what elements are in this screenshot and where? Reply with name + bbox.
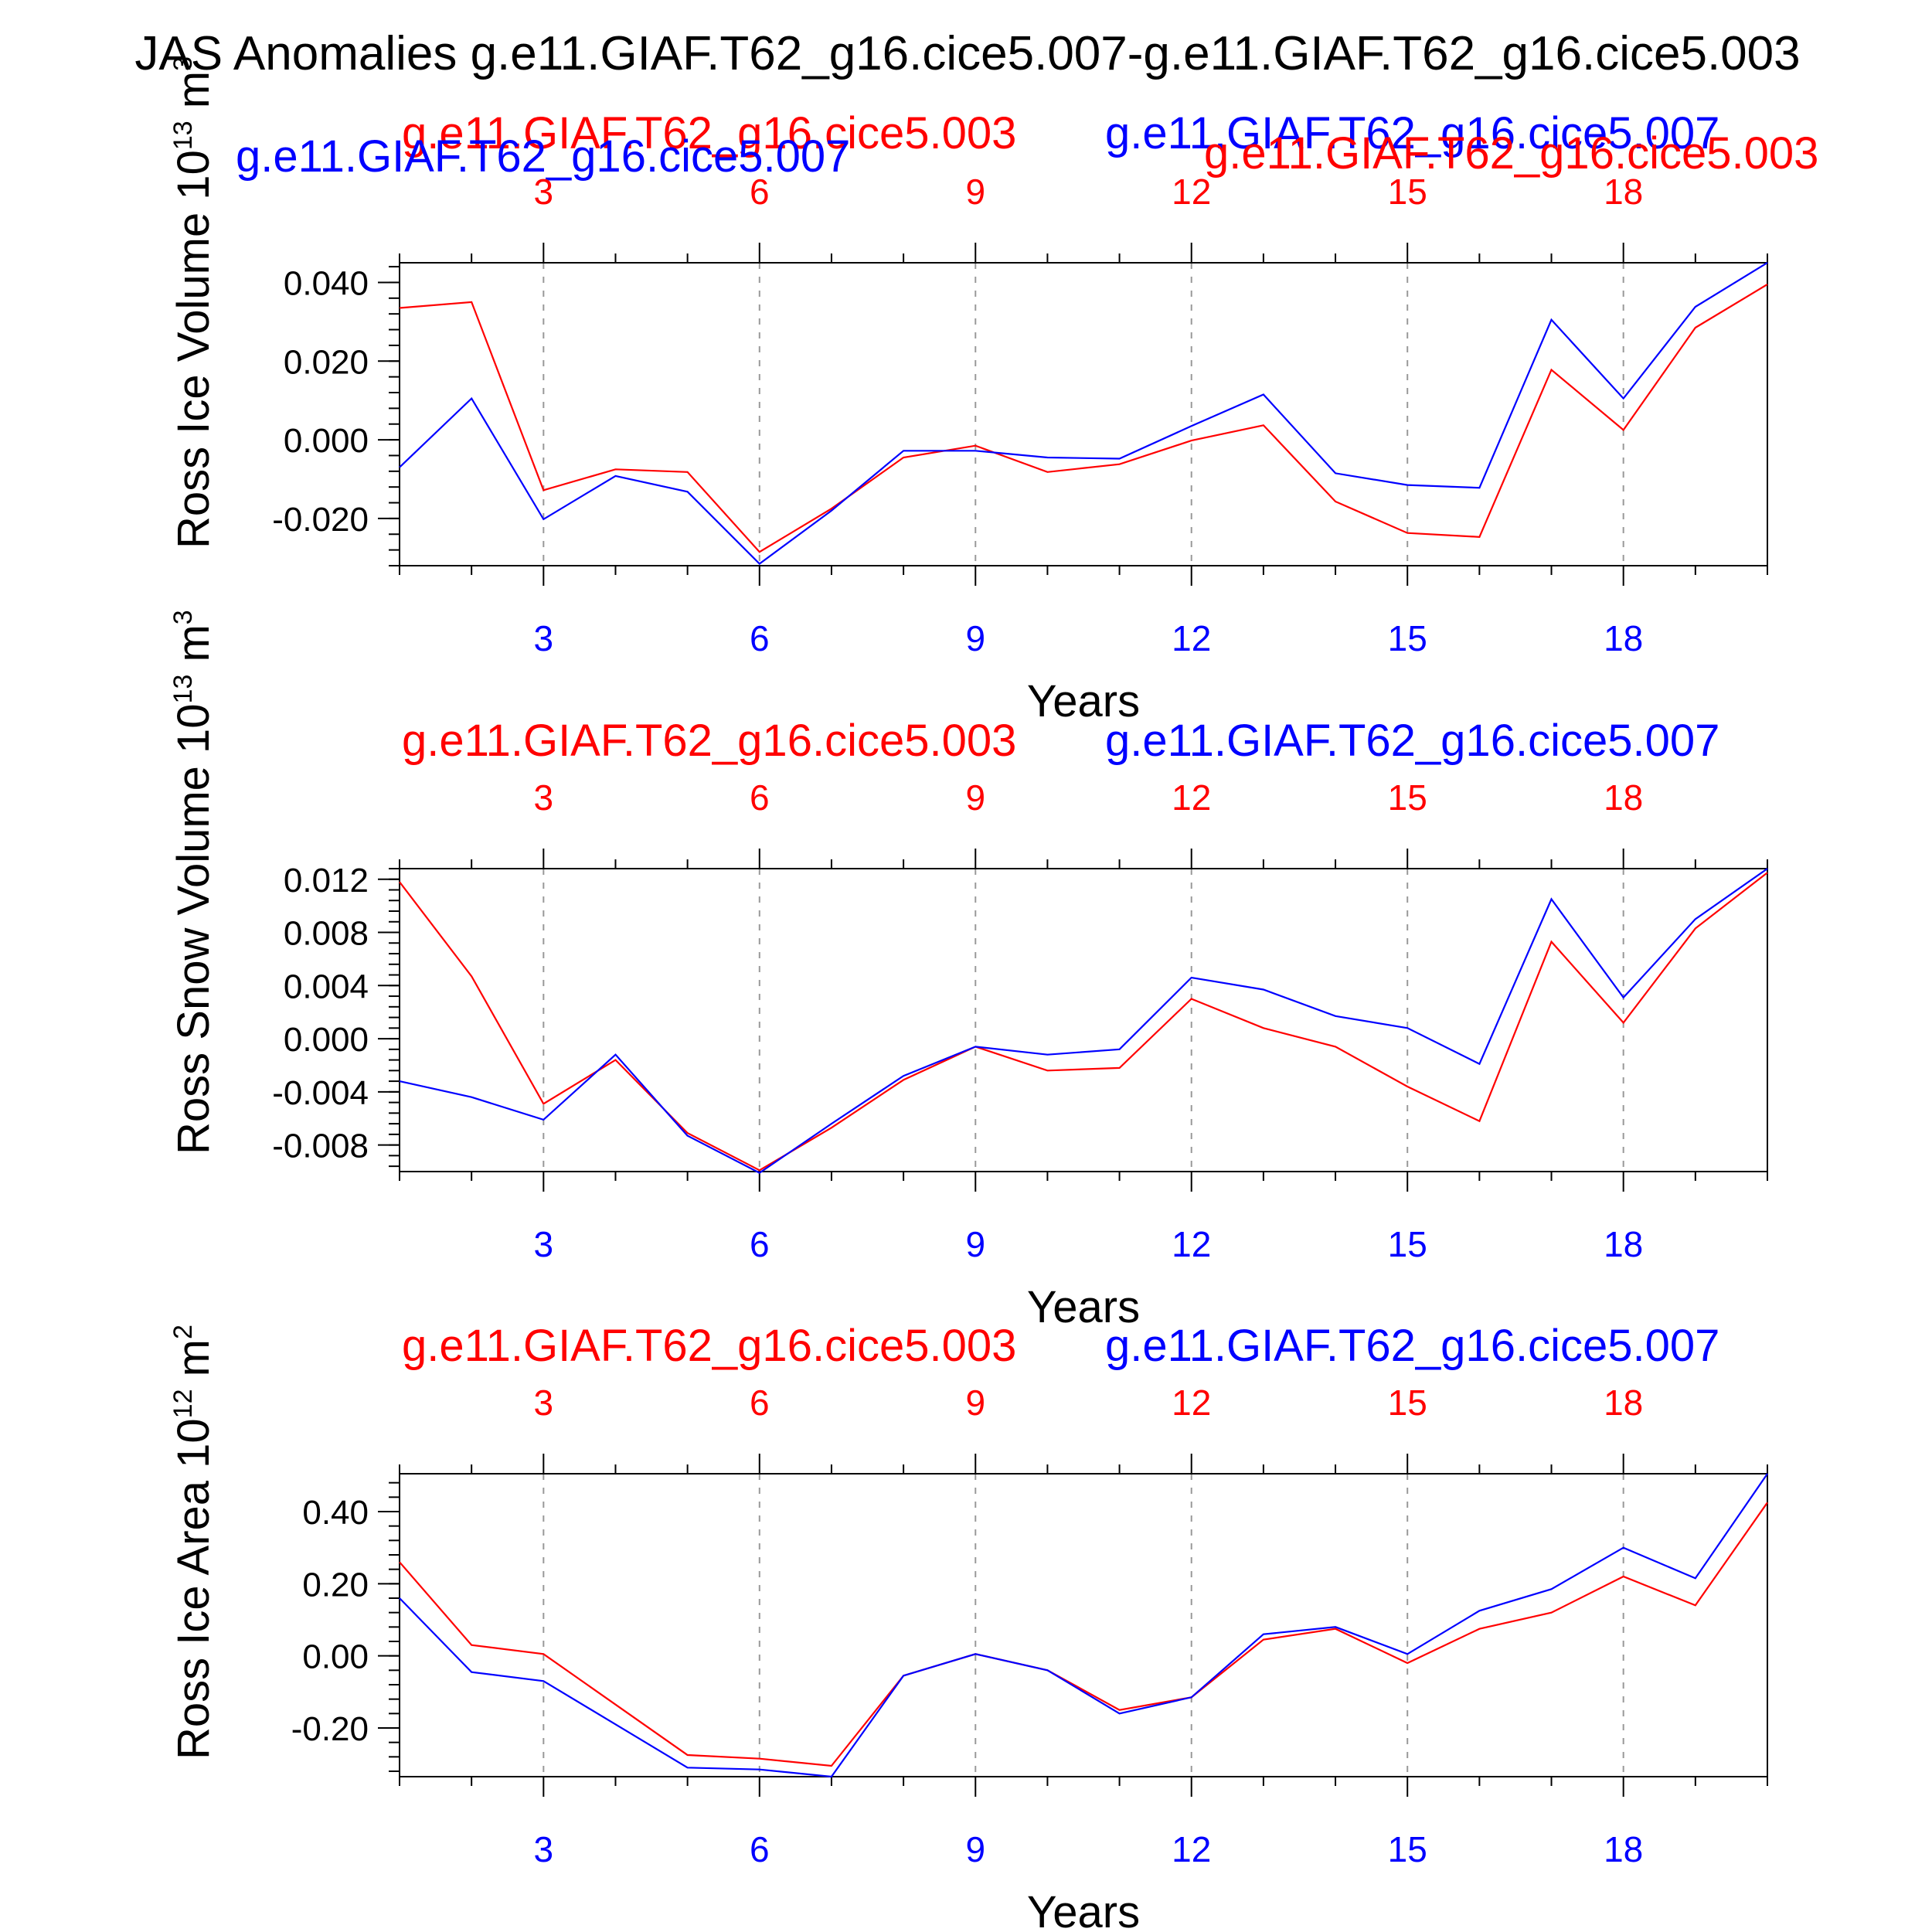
bottom-x-tick-label: 15: [1388, 618, 1427, 658]
top-x-tick-label: 18: [1604, 777, 1643, 818]
series-label-top: g.e11.GIAF.T62_g16.cice5.003: [1204, 128, 1818, 179]
series-label-top: g.e11.GIAF.T62_g16.cice5.007: [1105, 1321, 1719, 1371]
top-x-tick-label: 9: [965, 1383, 985, 1423]
y-tick-label: -0.008: [272, 1128, 369, 1165]
bottom-x-tick-label: 12: [1172, 1224, 1211, 1264]
bottom-x-tick-label: 6: [750, 1829, 770, 1869]
series-label-top: g.e11.GIAF.T62_g16.cice5.007: [1105, 716, 1719, 766]
bottom-x-tick-label: 6: [750, 1224, 770, 1264]
bottom-x-tick-label: 9: [965, 618, 985, 658]
bottom-x-tick-label: 18: [1604, 1829, 1643, 1869]
y-tick-label: 0.000: [284, 422, 369, 460]
x-axis-title: Years: [1027, 676, 1140, 726]
bottom-x-tick-label: 12: [1172, 618, 1211, 658]
y-tick-label: 0.004: [284, 968, 369, 1005]
top-x-tick-label: 12: [1172, 1383, 1211, 1423]
series-line: [399, 1473, 1768, 1778]
y-tick-label: 0.40: [302, 1494, 369, 1532]
y-tick-label: -0.004: [272, 1074, 369, 1112]
figure-title: JAS Anomalies g.e11.GIAF.T62_g16.cice5.0…: [134, 27, 1800, 80]
bottom-x-tick-label: 12: [1172, 1829, 1211, 1869]
plot-frame: [399, 262, 1768, 566]
bottom-x-tick-label: 9: [965, 1224, 985, 1264]
top-x-tick-label: 12: [1172, 172, 1211, 212]
top-x-tick-label: 18: [1604, 172, 1643, 212]
bottom-x-tick-label: 18: [1604, 1224, 1643, 1264]
y-tick-label: 0.20: [302, 1566, 369, 1604]
panels-container: g.e11.GIAF.T62_g16.cice5.003 g.e11.GIAF.T…: [168, 56, 1818, 1932]
top-x-tick-label: 6: [750, 1383, 770, 1423]
bottom-x-tick-label: 3: [534, 1224, 554, 1264]
top-x-tick-label: 9: [965, 777, 985, 818]
y-tick-label: 0.020: [284, 343, 369, 381]
top-x-tick-label: 6: [750, 777, 770, 818]
top-x-tick-label: 15: [1388, 172, 1427, 212]
top-x-tick-label: 15: [1388, 777, 1427, 818]
y-tick-label: 0.008: [284, 915, 369, 953]
x-axis-title: Years: [1027, 1282, 1140, 1332]
series-line: [399, 262, 1768, 565]
y-tick-label: -0.20: [291, 1710, 369, 1748]
bottom-x-tick-label: 3: [534, 618, 554, 658]
chart-panel-1: g.e11.GIAF.T62_g16.cice5.003 g.e11.GIAF.T…: [168, 56, 1818, 726]
y-axis-title: Ross Snow Volume 1013 m3: [168, 610, 219, 1155]
bottom-x-tick-label: 9: [965, 1829, 985, 1869]
series-line: [399, 872, 1768, 1172]
series-label-top: g.e11.GIAF.T62_g16.cice5.007: [236, 131, 850, 182]
series-label-top: g.e11.GIAF.T62_g16.cice5.007: [1105, 108, 1719, 158]
bottom-x-tick-label: 3: [534, 1829, 554, 1869]
series-line: [399, 868, 1768, 1174]
top-x-tick-label: 9: [965, 172, 985, 212]
bottom-x-tick-label: 6: [750, 618, 770, 658]
y-tick-label: 0.000: [284, 1021, 369, 1059]
x-axis-title: Years: [1027, 1887, 1140, 1932]
plot-frame: [399, 868, 1768, 1172]
top-x-tick-label: 3: [534, 172, 554, 212]
y-tick-label: -0.020: [272, 501, 369, 539]
series-label-top: g.e11.GIAF.T62_g16.cice5.003: [402, 716, 1016, 766]
bottom-x-tick-label: 15: [1388, 1224, 1427, 1264]
chart-panel-2: g.e11.GIAF.T62_g16.cice5.003 g.e11.GIAF.T…: [168, 610, 1768, 1332]
top-x-tick-label: 6: [750, 172, 770, 212]
bottom-x-tick-label: 18: [1604, 618, 1643, 658]
series-line: [399, 1502, 1768, 1767]
y-axis-title: Ross Ice Volume 1013 m3: [168, 56, 219, 549]
top-x-tick-label: 15: [1388, 1383, 1427, 1423]
plot-frame: [399, 1473, 1768, 1777]
top-x-tick-label: 18: [1604, 1383, 1643, 1423]
y-tick-label: 0.040: [284, 264, 369, 302]
y-tick-label: 0.012: [284, 862, 369, 900]
series-label-top: g.e11.GIAF.T62_g16.cice5.003: [402, 1321, 1016, 1371]
top-x-tick-label: 12: [1172, 777, 1211, 818]
series-label-top: g.e11.GIAF.T62_g16.cice5.003: [402, 108, 1016, 158]
y-tick-label: 0.00: [302, 1638, 369, 1676]
bottom-x-tick-label: 15: [1388, 1829, 1427, 1869]
series-line: [399, 284, 1768, 553]
top-x-tick-label: 3: [534, 777, 554, 818]
chart-panel-3: g.e11.GIAF.T62_g16.cice5.003 g.e11.GIAF.T…: [168, 1321, 1768, 1932]
top-x-tick-label: 3: [534, 1383, 554, 1423]
y-axis-title: Ross Ice Area 1012 m2: [168, 1325, 219, 1760]
